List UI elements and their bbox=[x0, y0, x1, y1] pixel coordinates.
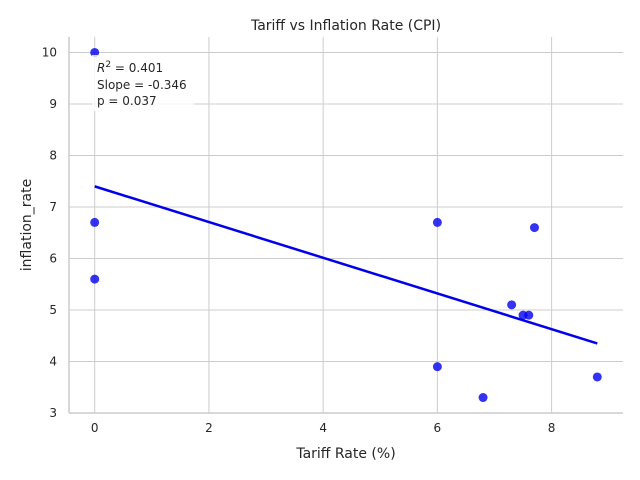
regression-line-group bbox=[94, 185, 598, 345]
data-point bbox=[90, 217, 100, 227]
annotation-r2: R2 = 0.401 bbox=[97, 60, 163, 75]
x-tick-label: 4 bbox=[319, 421, 327, 435]
y-axis-label: inflation_rate bbox=[19, 179, 35, 271]
y-tick-label: 10 bbox=[42, 45, 57, 59]
y-tick-label: 6 bbox=[49, 251, 57, 265]
grid bbox=[69, 37, 623, 414]
x-tick-label: 0 bbox=[91, 421, 99, 435]
axes-spines bbox=[68, 37, 623, 414]
y-tick-label: 5 bbox=[49, 303, 57, 317]
data-point bbox=[507, 300, 517, 310]
y-tick-label: 3 bbox=[49, 406, 57, 420]
annotation-box bbox=[92, 55, 194, 111]
data-point bbox=[529, 223, 539, 233]
stats-annotation: R2 = 0.401 Slope = -0.346 p = 0.037 bbox=[92, 55, 194, 111]
x-axis-label: Tariff Rate (%) bbox=[295, 446, 395, 462]
data-point bbox=[432, 362, 442, 372]
data-point bbox=[524, 310, 534, 320]
data-point bbox=[90, 47, 100, 57]
annotation-slope: Slope = -0.346 bbox=[97, 78, 187, 92]
regression-line bbox=[94, 185, 598, 345]
data-point bbox=[592, 372, 602, 382]
y-tick-label: 7 bbox=[49, 200, 57, 214]
x-tick-label: 2 bbox=[205, 421, 213, 435]
y-tick-label: 4 bbox=[49, 354, 57, 368]
data-points bbox=[90, 47, 602, 403]
y-tick-label: 9 bbox=[49, 97, 57, 111]
y-tick-labels: 3 4 5 6 7 8 9 10 bbox=[42, 45, 57, 420]
data-point bbox=[432, 217, 442, 227]
data-point bbox=[90, 274, 100, 284]
annotation-p: p = 0.037 bbox=[97, 94, 157, 108]
x-tick-labels: 0 2 4 6 8 bbox=[91, 421, 556, 435]
y-tick-label: 8 bbox=[49, 148, 57, 162]
data-point bbox=[478, 393, 488, 403]
x-tick-label: 8 bbox=[548, 421, 556, 435]
x-tick-label: 6 bbox=[434, 421, 442, 435]
chart-title: Tariff vs Inflation Rate (CPI) bbox=[250, 18, 441, 34]
